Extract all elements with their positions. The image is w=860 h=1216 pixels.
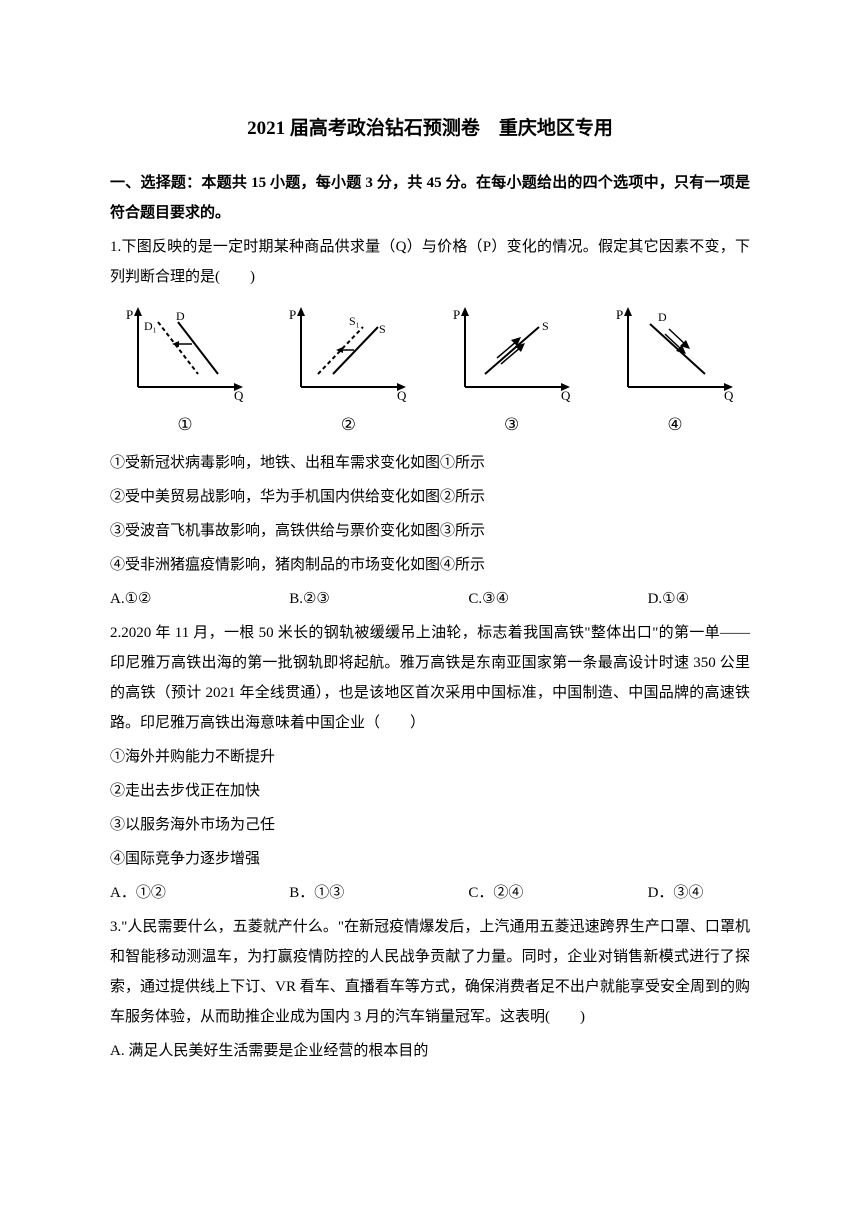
axis-x-label: Q — [724, 388, 734, 402]
axis-y-label: P — [126, 307, 133, 322]
q2-option-a: A．①② — [110, 878, 289, 908]
q1-option-d: D.①④ — [648, 584, 750, 614]
q1-option-b: B.②③ — [289, 584, 468, 614]
q2-statement-4: ④国际竞争力逐步增强 — [110, 844, 750, 874]
chart-4: P Q D ④ — [610, 302, 740, 442]
q2-statement-1: ①海外并购能力不断提升 — [110, 742, 750, 772]
q1-option-c: C.③④ — [468, 584, 647, 614]
chart-1-label: ① — [177, 408, 192, 442]
line2-label: S — [379, 322, 386, 336]
section-header: 一、选择题：本题共 15 小题，每小题 3 分，共 45 分。在每小题给出的四个… — [110, 168, 750, 228]
q1-statement-4: ④受非洲猪瘟疫情影响，猪肉制品的市场变化如图④所示 — [110, 550, 750, 580]
line1-label: D₁ — [144, 319, 157, 333]
chart-4-svg: P Q D — [610, 302, 740, 402]
q2-option-b: B．①③ — [289, 878, 468, 908]
chart-2-svg: P Q S₁ S — [283, 302, 413, 402]
q1-statement-1: ①受新冠状病毒影响，地铁、出租车需求变化如图①所示 — [110, 448, 750, 478]
chart-3: P Q S ③ — [447, 302, 577, 442]
axis-x-label: Q — [561, 388, 571, 402]
q1-options: A.①② B.②③ C.③④ D.①④ — [110, 584, 750, 614]
q1-option-a: A.①② — [110, 584, 289, 614]
axis-x-label: Q — [234, 388, 244, 402]
q2-stem: 2.2020 年 11 月，一根 50 米长的钢轨被缓缓吊上油轮，标志着我国高铁… — [110, 618, 750, 738]
q2-statement-2: ②走出去步伐正在加快 — [110, 776, 750, 806]
axis-y-label: P — [616, 307, 623, 322]
chart-3-svg: P Q S — [447, 302, 577, 402]
line-label: S — [542, 319, 549, 333]
q1-stem: 1.下图反映的是一定时期某种商品供求量（Q）与价格（P）变化的情况。假定其它因素… — [110, 232, 750, 292]
q2-options: A．①② B．①③ C．②④ D．③④ — [110, 878, 750, 908]
q2-option-c: C．②④ — [468, 878, 647, 908]
q1-statement-3: ③受波音飞机事故影响，高铁供给与票价变化如图③所示 — [110, 516, 750, 546]
chart-3-label: ③ — [504, 408, 519, 442]
line-label: D — [658, 310, 667, 324]
chart-2-label: ② — [341, 408, 356, 442]
chart-2: P Q S₁ S ② — [283, 302, 413, 442]
q1-charts-row: P Q D₁ D ① P Q S₁ S ② — [110, 302, 750, 442]
axis-y-label: P — [453, 307, 460, 322]
q2-statement-3: ③以服务海外市场为己任 — [110, 810, 750, 840]
q2-option-d: D．③④ — [648, 878, 750, 908]
line2-label: D — [176, 309, 185, 323]
q1-statement-2: ②受中美贸易战影响，华为手机国内供给变化如图②所示 — [110, 482, 750, 512]
q3-option-a: A. 满足人民美好生活需要是企业经营的根本目的 — [110, 1036, 750, 1066]
document-title: 2021 届高考政治钻石预测卷 重庆地区专用 — [110, 110, 750, 148]
q3-stem: 3."人民需要什么，五菱就产什么。"在新冠疫情爆发后，上汽通用五菱迅速跨界生产口… — [110, 912, 750, 1032]
line1-label: S₁ — [349, 314, 360, 328]
axis-x-label: Q — [397, 388, 407, 402]
chart-1: P Q D₁ D ① — [120, 302, 250, 442]
chart-1-svg: P Q D₁ D — [120, 302, 250, 402]
chart-4-label: ④ — [667, 408, 682, 442]
axis-y-label: P — [289, 307, 296, 322]
